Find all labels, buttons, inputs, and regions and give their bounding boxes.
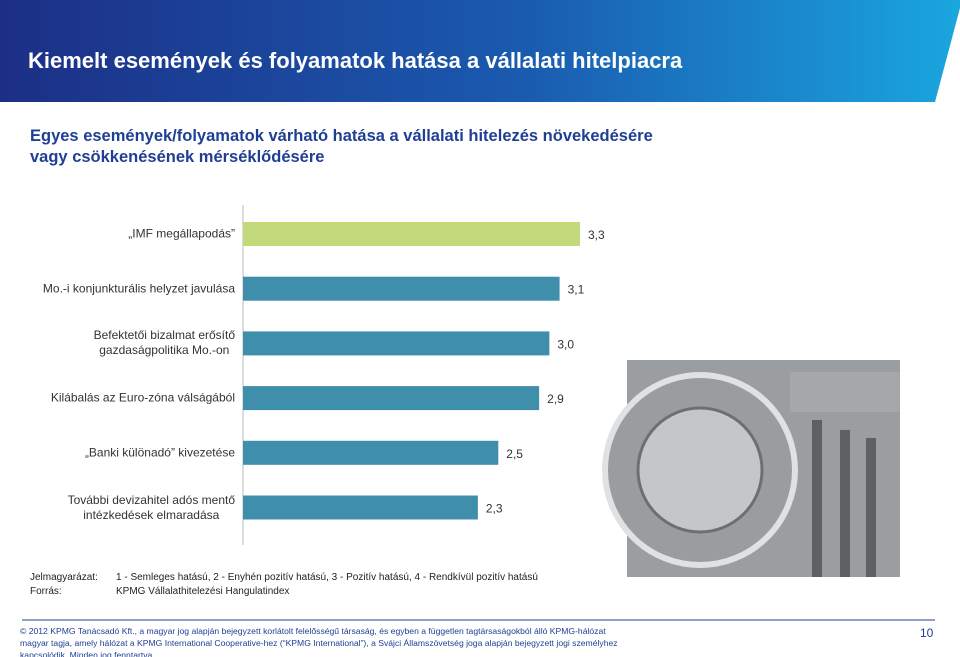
value-label: 2,5 [506, 447, 523, 461]
value-label: 2,3 [486, 502, 503, 516]
bar [243, 222, 580, 246]
footer-line: kapcsolódik. Minden jog fenntartva. [20, 650, 155, 657]
category-label: Kilábalás az Euro-zóna válságából [50, 390, 235, 405]
category-label: „Banki különadó” kivezetése [84, 445, 235, 460]
page-number: 10 [920, 626, 934, 640]
photo [602, 360, 900, 577]
slide-title: Kiemelt események és folyamatok hatása a… [28, 48, 683, 73]
bar [243, 440, 499, 465]
category-label: Befektetői bizalmat erősítő gazdaságpoli… [93, 328, 235, 358]
category-label: További devizahitel adós mentő intézkedé… [67, 492, 235, 522]
category-label: Mo.-i konjunkturális helyzet javulása [42, 281, 235, 296]
value-label: 2,9 [547, 392, 564, 406]
footer-line: magyar tagja, amely hálózat a KPMG Inter… [20, 638, 618, 648]
header-band [0, 0, 960, 102]
bar [243, 386, 540, 411]
footer-line: © 2012 KPMG Tanácsadó Kft., a magyar jog… [20, 626, 606, 636]
legend-label: Jelmagyarázat: [30, 572, 98, 583]
chart-subtitle: Egyes események/folyamatok várható hatás… [30, 127, 653, 166]
bar [243, 331, 550, 356]
value-label: 3,1 [568, 283, 585, 297]
footer-text: © 2012 KPMG Tanácsadó Kft., a magyar jog… [20, 625, 660, 657]
value-label: 3,3 [588, 228, 605, 242]
category-label: „IMF megállapodás” [128, 226, 235, 241]
source-text: KPMG Vállalathitelezési Hangulatindex [116, 586, 290, 597]
value-label: 3,0 [557, 337, 574, 351]
source-label: Forrás: [30, 586, 62, 597]
bar [243, 495, 478, 520]
legend-text: 1 - Semleges hatású, 2 - Enyhén pozitív … [116, 572, 538, 583]
bar [243, 276, 560, 301]
